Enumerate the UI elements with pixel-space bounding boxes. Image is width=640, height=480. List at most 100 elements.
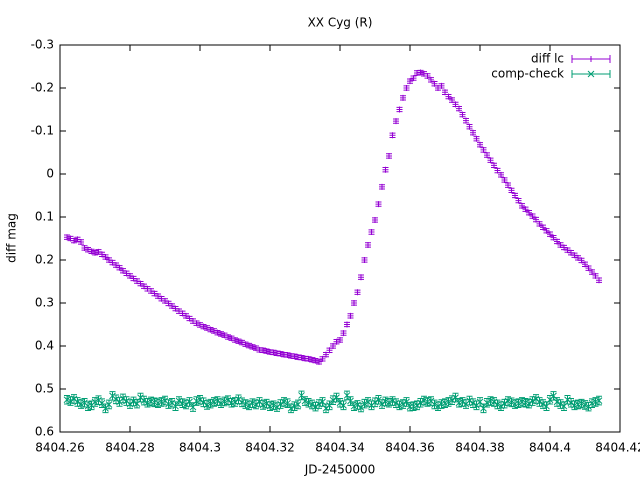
data-point: [267, 349, 273, 356]
data-point: [459, 397, 466, 407]
data-point: [158, 397, 165, 407]
data-point: [74, 236, 81, 243]
data-point: [525, 398, 533, 409]
data-point: [161, 395, 169, 406]
data-point: [144, 285, 151, 292]
data-point: [186, 397, 193, 407]
data-point: [560, 401, 568, 411]
data-point: [249, 398, 256, 408]
data-point: [490, 397, 498, 407]
data-point: [127, 272, 133, 279]
data-point: [581, 400, 589, 410]
data-point: [445, 397, 452, 407]
data-point: [116, 397, 123, 407]
data-point: [592, 397, 599, 407]
data-point: [582, 261, 588, 268]
data-point: [151, 290, 158, 297]
data-point: [452, 101, 459, 108]
data-point: [123, 396, 130, 406]
data-point: [494, 167, 501, 174]
data-point: [308, 399, 316, 410]
data-point: [487, 396, 494, 406]
data-point: [182, 399, 190, 410]
data-point: [112, 394, 120, 405]
data-point: [596, 277, 602, 284]
data-point: [141, 283, 147, 290]
data-point: [88, 248, 95, 255]
data-point: [575, 254, 581, 261]
data-point: [256, 397, 263, 407]
data-point: [543, 401, 550, 411]
data-point: [301, 396, 309, 406]
data-point: [85, 246, 91, 253]
data-point: [498, 171, 504, 178]
data-point: [119, 393, 127, 404]
data-point: [427, 396, 435, 406]
data-point: [158, 295, 165, 302]
data-point: [396, 400, 403, 411]
legend-label: diff lc: [531, 52, 564, 66]
data-point: [221, 332, 228, 339]
y-tick-label: 0.4: [35, 339, 54, 353]
data-point: [588, 398, 596, 408]
data-point: [207, 326, 214, 333]
data-point: [88, 400, 95, 411]
data-point: [375, 201, 382, 208]
data-point: [515, 398, 522, 408]
data-point: [221, 396, 228, 407]
data-point: [291, 401, 298, 411]
data-point: [151, 397, 158, 408]
data-point: [483, 397, 491, 408]
data-point: [522, 397, 529, 408]
data-point: [109, 259, 116, 266]
data-point: [372, 217, 378, 224]
data-point: [504, 396, 512, 406]
data-point: [540, 224, 546, 231]
data-point: [294, 399, 302, 410]
data-point: [123, 270, 130, 277]
data-point: [238, 397, 246, 408]
data-point: [81, 397, 88, 408]
data-point: [197, 321, 203, 328]
data-point: [148, 287, 154, 294]
data-point: [154, 398, 162, 408]
data-point: [242, 399, 249, 409]
y-axis-label: diff mag: [5, 213, 19, 263]
data-point: [326, 347, 333, 354]
data-point: [357, 402, 365, 413]
data-point: [312, 357, 319, 364]
data-point: [193, 320, 200, 327]
data-point: [477, 141, 483, 148]
data-point: [259, 400, 267, 410]
data-point: [133, 398, 141, 409]
data-point: [368, 400, 375, 411]
data-point: [484, 152, 490, 159]
data-point: [438, 82, 445, 89]
data-point: [567, 397, 575, 408]
data-point: [407, 78, 413, 85]
data-point: [169, 303, 175, 310]
data-point: [71, 237, 77, 244]
data-point: [179, 310, 186, 317]
data-point: [417, 69, 424, 76]
data-point: [340, 400, 347, 411]
x-tick-label: 8404.3: [179, 441, 221, 455]
data-point: [130, 396, 137, 407]
y-tick-label: 0.5: [35, 382, 54, 396]
data-point: [130, 275, 137, 282]
data-point: [508, 187, 515, 194]
data-point: [207, 398, 214, 409]
data-point: [568, 249, 574, 256]
data-point: [442, 89, 448, 96]
x-tick-label: 8404.38: [455, 441, 505, 455]
data-point: [242, 341, 249, 348]
data-point: [322, 403, 330, 414]
data-point: [522, 206, 529, 213]
data-point: [116, 264, 123, 271]
data-point: [224, 395, 232, 405]
x-tick-label: 8404.42: [595, 441, 640, 455]
data-point: [501, 177, 508, 184]
data-point: [571, 252, 578, 259]
data-point: [574, 399, 582, 410]
